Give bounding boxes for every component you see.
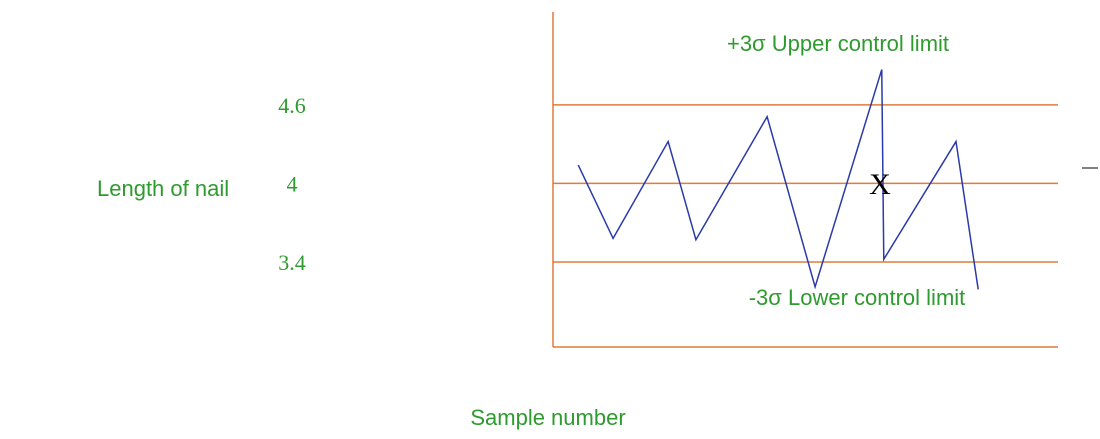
y-axis-label: Length of nail	[97, 176, 229, 201]
mean-label: X	[869, 168, 891, 201]
x-axis-label: Sample number	[470, 405, 625, 430]
plot-area: 4.6 4 3.4	[278, 12, 1058, 348]
upper-limit-label: +3σ Upper control limit	[727, 31, 949, 56]
y-tick-label: 4	[287, 171, 298, 196]
y-tick-label: 4.6	[278, 93, 306, 118]
y-tick-label: 3.4	[278, 250, 306, 275]
data-line	[577, 69, 979, 290]
lower-limit-label: -3σ Lower control limit	[749, 285, 966, 310]
